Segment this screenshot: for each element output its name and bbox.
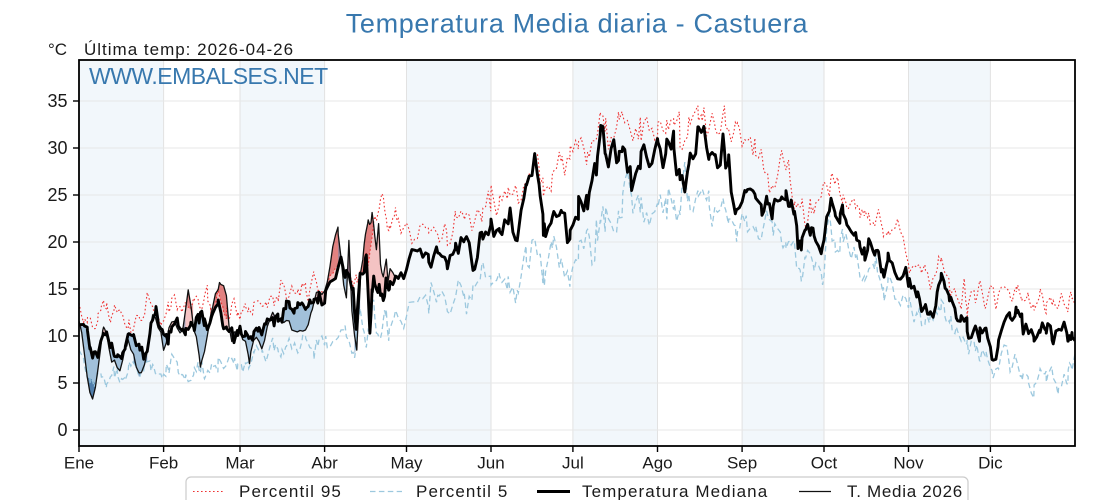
svg-text:Dic: Dic xyxy=(978,454,1003,473)
svg-text:Jun: Jun xyxy=(477,454,504,473)
svg-text:WWW.EMBALSES.NET: WWW.EMBALSES.NET xyxy=(89,63,328,89)
svg-text:Nov: Nov xyxy=(893,454,924,473)
svg-text:15: 15 xyxy=(47,279,67,299)
svg-text:Percentil 95: Percentil 95 xyxy=(239,482,342,500)
svg-text:Mar: Mar xyxy=(225,454,255,473)
svg-text:May: May xyxy=(390,454,423,473)
svg-text:Percentil 5: Percentil 5 xyxy=(416,482,508,500)
svg-text:T. Media 2026: T. Media 2026 xyxy=(847,482,963,500)
svg-text:Feb: Feb xyxy=(149,454,178,473)
svg-text:35: 35 xyxy=(47,91,67,111)
svg-text:Abr: Abr xyxy=(311,454,338,473)
svg-text:Oct: Oct xyxy=(811,454,838,473)
svg-text:30: 30 xyxy=(47,138,67,158)
svg-text:Ene: Ene xyxy=(64,454,94,473)
svg-text:Última temp: 2026-04-26: Última temp: 2026-04-26 xyxy=(84,40,294,59)
svg-text:Temperatura Media diaria - Cas: Temperatura Media diaria - Castuera xyxy=(346,9,809,39)
svg-text:Ago: Ago xyxy=(642,454,672,473)
svg-text:0: 0 xyxy=(57,420,67,440)
svg-text:Sep: Sep xyxy=(727,454,757,473)
svg-text:Jul: Jul xyxy=(562,454,584,473)
svg-text:Temperatura Mediana: Temperatura Mediana xyxy=(582,482,768,500)
svg-text:20: 20 xyxy=(47,232,67,252)
svg-text:°C: °C xyxy=(48,40,67,59)
svg-text:10: 10 xyxy=(47,326,67,346)
svg-text:25: 25 xyxy=(47,185,67,205)
svg-text:5: 5 xyxy=(57,373,67,393)
